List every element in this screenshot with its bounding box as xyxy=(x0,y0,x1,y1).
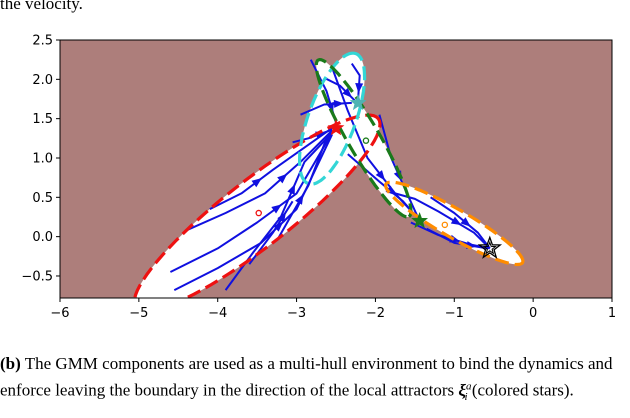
component-center-marker xyxy=(362,137,370,144)
y-tick-label: 0.5 xyxy=(32,191,53,206)
stream-arrow xyxy=(385,185,396,196)
stream-arrow xyxy=(295,194,304,205)
caption-label: (b) xyxy=(0,354,21,373)
component-center-marker xyxy=(441,221,449,229)
y-tick-label: 0.0 xyxy=(32,230,53,245)
x-tick-label: −2 xyxy=(366,306,385,321)
hull-boundary-green xyxy=(314,57,413,219)
x-tick-label: −4 xyxy=(208,306,227,321)
attractor-star xyxy=(411,212,429,229)
y-tick-label: −0.5 xyxy=(21,269,53,284)
plot-frame xyxy=(59,39,613,299)
header-text: the velocity. xyxy=(0,0,83,13)
caption-tail: (colored stars). xyxy=(471,380,574,400)
hull-boundary-orange xyxy=(383,180,525,267)
component-center-marker xyxy=(255,209,262,217)
y-tick-label: 2.0 xyxy=(32,73,53,88)
x-tick-label: 0 xyxy=(529,306,537,321)
stream-arrow xyxy=(450,216,462,226)
stream-arrow xyxy=(375,170,385,181)
stream-arrow xyxy=(287,183,295,195)
gmm-figure: −6 −5 −4 −3 −2 −1 0 1 −0.5 0.0 0.5 1.0 1.5 2.0 2.5 xyxy=(21,34,616,322)
stream-arrow xyxy=(277,211,286,223)
attractor-star xyxy=(349,94,367,111)
stream-arrow xyxy=(460,217,471,227)
y-tick-label: 2.5 xyxy=(32,34,53,49)
attractor-star-inner xyxy=(482,240,497,255)
stream-arrow xyxy=(273,221,284,232)
x-tick-label: −6 xyxy=(50,306,69,321)
x-tick-label: −5 xyxy=(129,306,148,321)
streamline xyxy=(169,132,333,273)
stream-arrow xyxy=(271,204,282,214)
plot-area xyxy=(133,51,525,298)
hull-boundary-cyan xyxy=(298,51,367,186)
attractor-star xyxy=(477,235,503,259)
figure-caption: (b) The GMM components are used as a mul… xyxy=(0,353,628,408)
stream-arrow xyxy=(342,87,353,98)
attractor-star xyxy=(327,119,345,136)
y-tick-label: 1.5 xyxy=(32,112,53,127)
x-tick-label: −1 xyxy=(445,306,464,321)
stream-arrow xyxy=(333,99,344,108)
caption-text: The GMM components are used as a multi-h… xyxy=(0,354,613,400)
x-tick-label: −3 xyxy=(287,306,306,321)
x-tick-label: 1 xyxy=(608,306,616,321)
caption-symbol: ξai xyxy=(458,380,472,404)
stream-arrow xyxy=(277,173,288,184)
stream-arrow xyxy=(251,178,262,188)
hull-interior-green xyxy=(316,59,411,217)
streamline xyxy=(185,129,333,232)
y-tick-label: 1.0 xyxy=(32,151,53,166)
stream-arrow xyxy=(355,82,364,94)
